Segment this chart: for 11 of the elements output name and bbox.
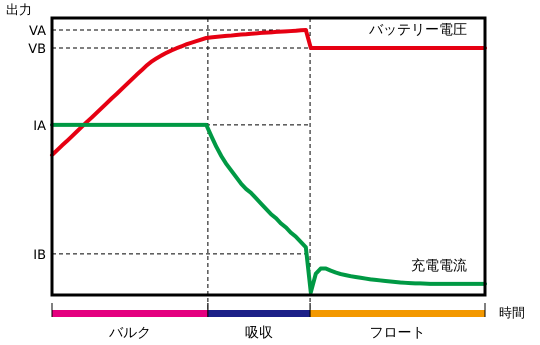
- ref-label: IB: [33, 248, 46, 263]
- annotation: 吸収: [244, 325, 273, 341]
- annotation: フロート: [370, 325, 426, 341]
- series-name: 充電電流: [411, 258, 467, 274]
- annotation: バルク: [108, 325, 151, 341]
- ref-label: VA: [29, 24, 46, 39]
- ref-label: VB: [28, 42, 46, 58]
- ref-label: IA: [33, 118, 46, 134]
- ylabel: 出力: [6, 3, 32, 18]
- series-name: バッテリー電圧: [369, 22, 467, 38]
- xlabel: 時間: [499, 306, 525, 321]
